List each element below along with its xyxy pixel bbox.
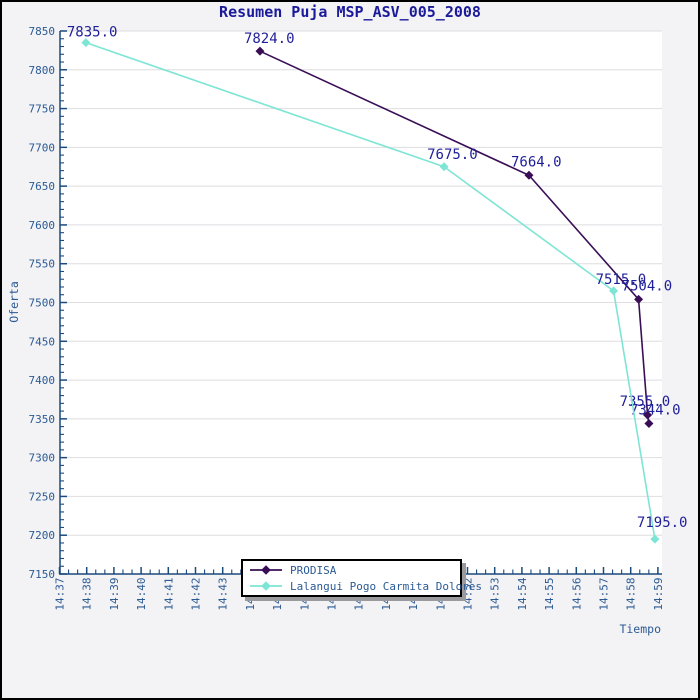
x-tick-label: 14:41	[162, 578, 175, 611]
data-point-marker	[439, 162, 449, 172]
data-point-marker	[609, 286, 619, 296]
data-point-label: 7195.0	[637, 515, 688, 531]
y-axis-title: Oferta	[7, 281, 21, 323]
data-point-marker	[524, 170, 534, 180]
x-tick-label: 14:57	[598, 578, 611, 611]
legend: PRODISA Lalangui Pogo Carmita Dolores	[241, 559, 482, 597]
x-tick-label: 14:43	[217, 578, 230, 611]
data-point-marker	[634, 294, 644, 304]
legend-label: PRODISA	[290, 563, 337, 577]
legend-label: Lalangui Pogo Carmita Dolores	[290, 579, 483, 593]
data-point-label: 7824.0	[244, 31, 295, 47]
y-tick-label: 7650	[29, 180, 56, 193]
y-tick-label: 7200	[29, 529, 56, 542]
x-tick-label: 14:53	[489, 578, 502, 611]
series-marker-icon	[250, 581, 282, 591]
x-tick-label: 14:38	[81, 578, 94, 611]
x-tick-label: 14:54	[516, 577, 529, 610]
data-point-label: 7504.0	[622, 278, 673, 294]
y-tick-label: 7750	[29, 103, 56, 116]
x-tick-label: 14:56	[570, 578, 583, 611]
data-point-marker	[255, 46, 265, 56]
x-tick-label: 14:58	[625, 578, 638, 611]
y-tick-label: 7800	[29, 64, 56, 77]
x-tick-label: 14:52	[462, 578, 475, 611]
data-point-marker	[643, 410, 653, 420]
y-tick-label: 7300	[29, 452, 56, 465]
data-point-label: 7835.0	[67, 25, 118, 41]
x-tick-label: 14:40	[135, 578, 148, 611]
y-tick-label: 7500	[29, 297, 56, 310]
x-axis-title: Tiempo	[619, 622, 661, 636]
y-tick-label: 7150	[29, 568, 56, 581]
x-tick-label: 14:39	[108, 578, 121, 611]
x-tick-label: 14:37	[54, 578, 67, 611]
legend-item-lalangui: Lalangui Pogo Carmita Dolores	[249, 579, 482, 594]
y-tick-label: 7700	[29, 141, 56, 154]
data-point-label: 7344.0	[630, 403, 681, 419]
y-tick-label: 7850	[29, 25, 56, 38]
data-point-marker	[650, 534, 660, 544]
data-point-label: 7664.0	[511, 154, 562, 170]
x-tick-label: 14:42	[190, 578, 203, 611]
y-tick-label: 7550	[29, 258, 56, 271]
x-tick-label: 14:55	[543, 578, 556, 611]
chart-title: Resumen Puja MSP_ASV_005_2008	[219, 3, 481, 21]
y-tick-label: 7350	[29, 413, 56, 426]
data-point-marker	[81, 38, 91, 48]
y-tick-label: 7450	[29, 335, 56, 348]
series-marker-icon	[250, 565, 282, 575]
data-point-marker	[644, 419, 654, 429]
x-tick-label: 14:59	[652, 578, 665, 611]
y-tick-label: 7400	[29, 374, 56, 387]
y-tick-label: 7600	[29, 219, 56, 232]
data-point-label: 7515.0	[596, 272, 647, 288]
legend-item-prodisa: PRODISA	[249, 563, 460, 578]
series-line	[85, 41, 656, 540]
data-point-label: 7675.0	[427, 147, 478, 163]
y-tick-label: 7250	[29, 490, 56, 503]
